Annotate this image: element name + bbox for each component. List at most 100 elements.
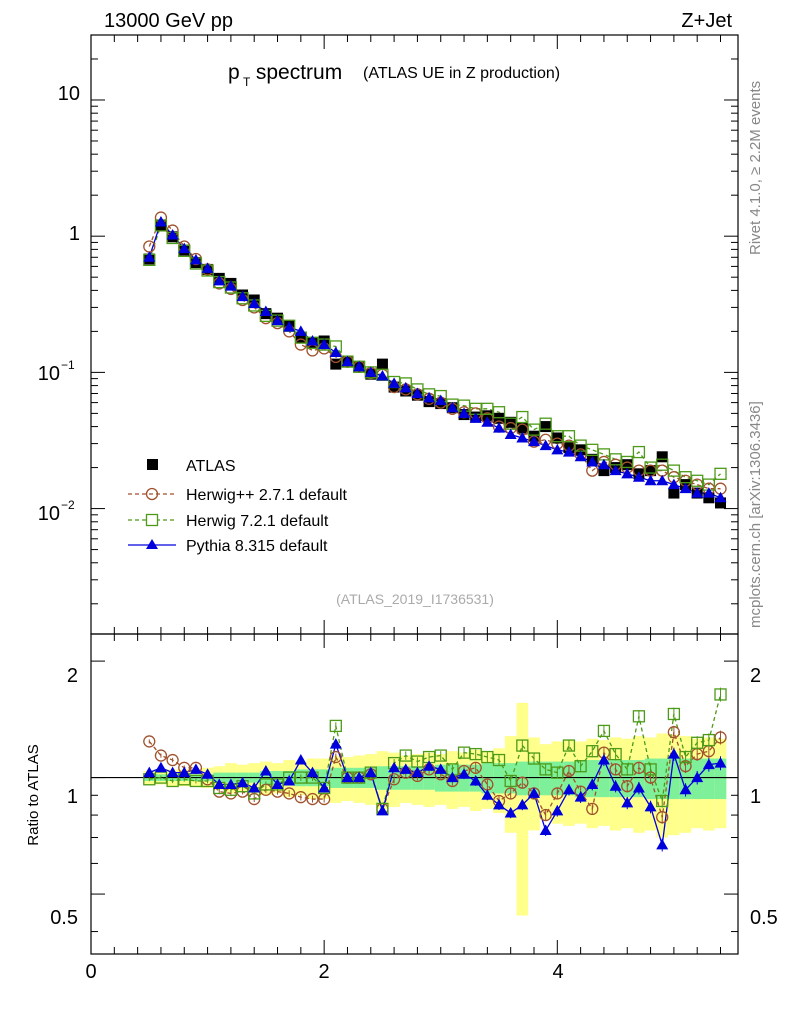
ratio-point-herwig-2-7-1-default (539, 808, 552, 822)
main-point-pythia-8-315-default (586, 455, 599, 467)
legend-label-herwigpp: Herwig++ 2.7.1 default (186, 487, 348, 504)
ratio-point-pythia-8-315-default (423, 760, 436, 771)
ratio-band-green (574, 760, 587, 798)
analysis-watermark: (ATLAS_2019_I1736531) (336, 591, 494, 607)
main-point-pythia-8-315-default (154, 216, 167, 227)
main-point-atlas (330, 358, 342, 370)
ratio-point-pythia-8-315-default (691, 771, 704, 783)
main-point-pythia-8-315-default (318, 338, 331, 350)
y-tick-0.01-exp: −2 (61, 498, 75, 512)
legend: ATLAS Herwig++ 2.7.1 default Herwig 7.2.… (128, 458, 348, 555)
legend-marker-herwig7 (145, 513, 159, 527)
ratio-y-tick-labels: 2 1 0.5 2 1 0.5 (50, 665, 778, 929)
ratio-point-herwig-2-7-1-default (294, 791, 307, 804)
ratio-point-herwig-2-7-1-default (154, 749, 168, 762)
ratio-point-herwig-7-2-1-default (516, 739, 529, 752)
ratio-line-herwig-7-2-1-default (149, 694, 722, 812)
main-point-herwig-7-2-1-default (621, 455, 634, 469)
main-point-pythia-8-315-default (493, 422, 506, 433)
header-process-label: Z+Jet (681, 10, 732, 32)
ratio-point-pythia-8-315-default (539, 824, 552, 835)
ratio-point-herwig-7-2-1-default (586, 745, 599, 758)
main-point-pythia-8-315-default (714, 491, 727, 503)
ratio-point-pythia-8-315-default (679, 783, 692, 795)
ratio-band-green (668, 758, 680, 800)
main-point-pythia-8-315-default (224, 280, 237, 291)
ratio-point-herwig-7-2-1-default (434, 749, 447, 762)
ratio-point-pythia-8-315-default (388, 761, 401, 773)
ratio-point-pythia-8-315-default (458, 768, 471, 779)
ratio-point-herwig-7-2-1-default (632, 710, 646, 723)
ratio-point-pythia-8-315-default (283, 774, 296, 786)
ratio-point-herwig-7-2-1-default (399, 749, 412, 762)
main-point-herwig-7-2-1-default (527, 423, 541, 436)
ratio-point-herwig-7-2-1-default (329, 719, 342, 733)
ratio-uncertainty-bands (91, 702, 738, 916)
ratio-point-herwig-7-2-1-default (492, 753, 506, 767)
main-point-atlas (703, 492, 715, 504)
main-point-pythia-8-315-default (388, 377, 401, 388)
ratio-point-pythia-8-315-default (586, 778, 599, 789)
ratio-point-herwig-7-2-1-default (644, 763, 657, 776)
ratio-point-herwig-2-7-1-default (387, 773, 401, 786)
ratio-point-pythia-8-315-default (434, 763, 447, 774)
y-tick-0.01-base: 10 (38, 503, 60, 525)
main-point-atlas (295, 332, 307, 344)
ratio-band-green (679, 758, 692, 800)
ratio-point-herwig-7-2-1-default (457, 746, 471, 759)
ratio-y-tick-2: 2 (67, 665, 78, 687)
ratio-point-herwig-7-2-1-default (481, 750, 494, 764)
ratio-point-herwig-7-2-1-default (702, 733, 716, 747)
x-tick-4: 4 (552, 961, 563, 983)
main-panel: 10 1 10 −1 10 −2 ATLAS Herwig++ 2.7.1 de… (38, 34, 739, 635)
ratio-point-pythia-8-315-default (597, 754, 610, 765)
main-point-pythia-8-315-default (574, 450, 587, 462)
main-point-pythia-8-315-default (446, 401, 459, 413)
ratio-point-pythia-8-315-default (516, 798, 529, 810)
main-point-pythia-8-315-default (189, 253, 202, 265)
ratio-point-pythia-8-315-default (306, 766, 319, 778)
ratio-point-herwig-2-7-1-default (586, 802, 599, 816)
ratio-band-green (656, 758, 669, 800)
ratio-point-pythia-8-315-default (504, 806, 517, 818)
main-point-atlas (575, 444, 587, 456)
main-point-atlas (516, 422, 528, 434)
ratio-point-pythia-8-315-default (574, 791, 587, 802)
ratio-point-herwig-2-7-1-default (609, 763, 622, 776)
legend-marker-atlas (147, 459, 158, 470)
ratio-point-pythia-8-315-default (469, 774, 482, 786)
ratio-point-pythia-8-315-default (632, 781, 645, 793)
main-point-pythia-8-315-default (458, 407, 471, 418)
main-point-herwig-7-2-1-default (656, 458, 669, 471)
legend-entry-pythia: Pythia 8.315 default (128, 538, 328, 555)
ratio-point-herwig-7-2-1-default (527, 752, 541, 765)
main-point-pythia-8-315-default (341, 355, 354, 367)
ratio-point-pythia-8-315-default (609, 780, 622, 791)
title-rest: spectrum (250, 61, 342, 84)
ratio-point-herwig-7-2-1-default (259, 778, 273, 791)
ratio-band-green (493, 763, 505, 794)
ratio-point-pythia-8-315-default (213, 778, 226, 789)
main-point-pythia-8-315-default (434, 394, 447, 406)
ratio-point-herwig-7-2-1-default (597, 724, 611, 738)
y-tick-label-0.1: 10 −1 (38, 358, 75, 385)
ratio-band-green (563, 761, 575, 796)
ratio-point-herwig-2-7-1-default (656, 811, 669, 824)
main-line-pythia-8-315-default (148, 220, 721, 499)
main-point-pythia-8-315-default (632, 471, 645, 482)
main-point-pythia-8-315-default (306, 334, 319, 346)
main-point-pythia-8-315-default (411, 387, 424, 398)
ratio-band-green (539, 761, 552, 796)
main-point-pythia-8-315-default (364, 366, 377, 377)
main-point-pythia-8-315-default (469, 412, 482, 423)
main-point-atlas (376, 358, 388, 370)
ratio-point-herwig-2-7-1-default (504, 787, 517, 800)
header-energy-label: 13000 GeV pp (104, 10, 233, 32)
ratio-point-pythia-8-315-default (248, 781, 261, 793)
ratio-band-green (714, 758, 727, 800)
ratio-band-green (598, 760, 610, 798)
main-point-pythia-8-315-default (376, 370, 389, 381)
ratio-point-pythia-8-315-default (527, 787, 540, 798)
y-tick-0.1-exp: −1 (61, 358, 75, 372)
ratio-point-herwig-2-7-1-default (632, 761, 646, 774)
